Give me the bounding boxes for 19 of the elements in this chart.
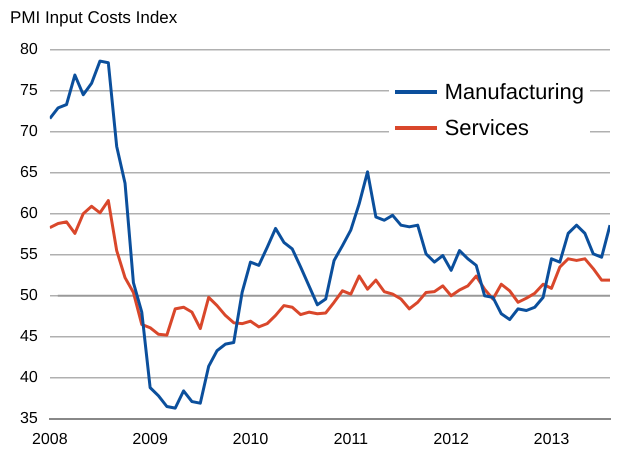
x-tick-label: 2012 <box>433 430 470 448</box>
legend-label: Manufacturing <box>444 78 584 106</box>
y-tick-label: 70 <box>20 123 38 140</box>
x-tick-label: 2008 <box>32 430 68 448</box>
x-tick-label: 2013 <box>534 430 570 448</box>
y-tick-label: 65 <box>20 164 38 182</box>
x-tick-label: 2009 <box>132 430 168 448</box>
y-tick-label: 40 <box>20 369 38 386</box>
y-tick-label: 35 <box>20 410 38 428</box>
y-tick-label: 55 <box>20 246 38 264</box>
x-tick-label: 2011 <box>334 430 368 448</box>
chart-title: PMI Input Costs Index <box>10 8 178 28</box>
y-tick-label: 80 <box>20 41 38 58</box>
y-tick-label: 45 <box>20 328 38 346</box>
x-tick-label: 2010 <box>232 430 268 448</box>
y-tick-label: 50 <box>20 287 38 304</box>
y-tick-label: 75 <box>20 82 38 100</box>
y-tick-label: 60 <box>20 205 38 222</box>
legend-label: Services <box>444 114 529 142</box>
